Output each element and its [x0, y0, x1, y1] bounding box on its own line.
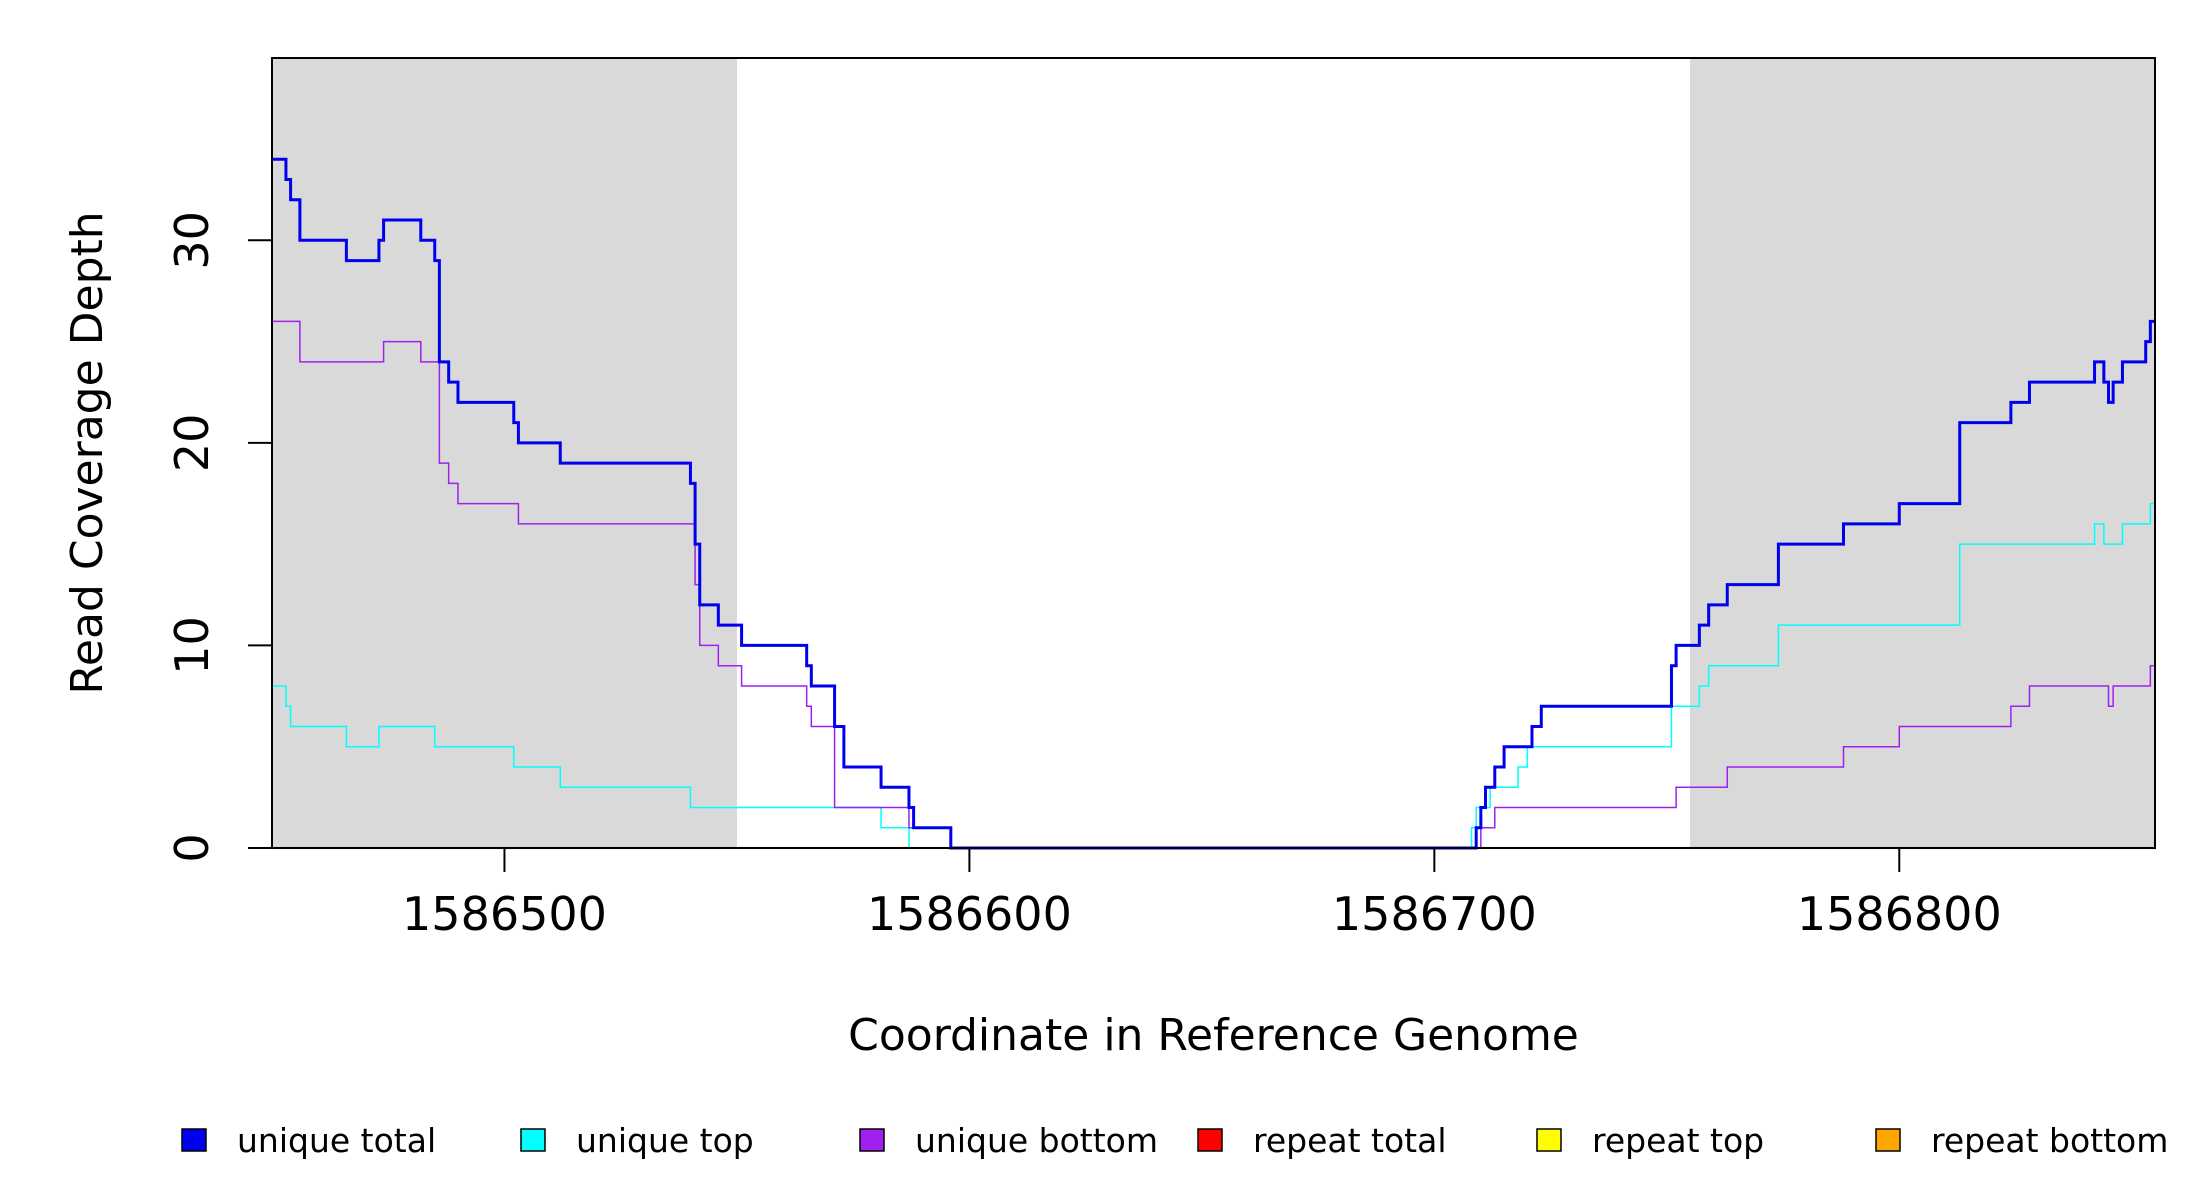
- x-axis-title: Coordinate in Reference Genome: [848, 1010, 1579, 1061]
- y-tick-label: 0: [165, 833, 219, 862]
- y-axis: 0 10 20 30: [165, 211, 272, 863]
- series-line-unique-bottom: [272, 320, 2155, 849]
- y-axis-title: Read Coverage Depth: [62, 211, 113, 694]
- legend-swatch-repeat-total: [1197, 1128, 1223, 1152]
- legend-swatch-repeat-bottom: [1875, 1128, 1901, 1152]
- x-tick-label: 1586500: [402, 887, 607, 941]
- legend-label-unique-total: unique total: [237, 1121, 436, 1160]
- shaded-region-1: [272, 58, 737, 848]
- shaded-regions: [272, 58, 2155, 848]
- legend-label-unique-bottom: unique bottom: [915, 1121, 1158, 1160]
- legend-label-unique-top: unique top: [576, 1121, 754, 1160]
- shaded-region-2: [1690, 58, 2155, 848]
- x-axis: 1586500 1586600 1586700 1586800: [402, 848, 2002, 941]
- x-tick-label: 1586800: [1797, 887, 2002, 941]
- y-tick-label: 10: [165, 616, 219, 675]
- legend-swatch-unique-total: [181, 1128, 207, 1152]
- legend-swatch-unique-top: [520, 1128, 546, 1152]
- x-tick-label: 1586600: [867, 887, 1072, 941]
- legend-label-repeat-bottom: repeat bottom: [1931, 1121, 2168, 1160]
- y-tick-label: 30: [165, 211, 219, 270]
- legend: unique total unique top unique bottom repea…: [181, 1121, 2168, 1160]
- x-tick-label: 1586700: [1332, 887, 1537, 941]
- legend-label-repeat-top: repeat top: [1592, 1121, 1764, 1160]
- legend-label-repeat-total: repeat total: [1253, 1121, 1447, 1160]
- y-tick-label: 20: [165, 414, 219, 473]
- legend-swatch-unique-bottom: [859, 1128, 885, 1152]
- series-line-unique-total: [272, 157, 2155, 850]
- plot-frame: [271, 57, 2156, 849]
- legend-swatch-repeat-top: [1536, 1128, 1562, 1152]
